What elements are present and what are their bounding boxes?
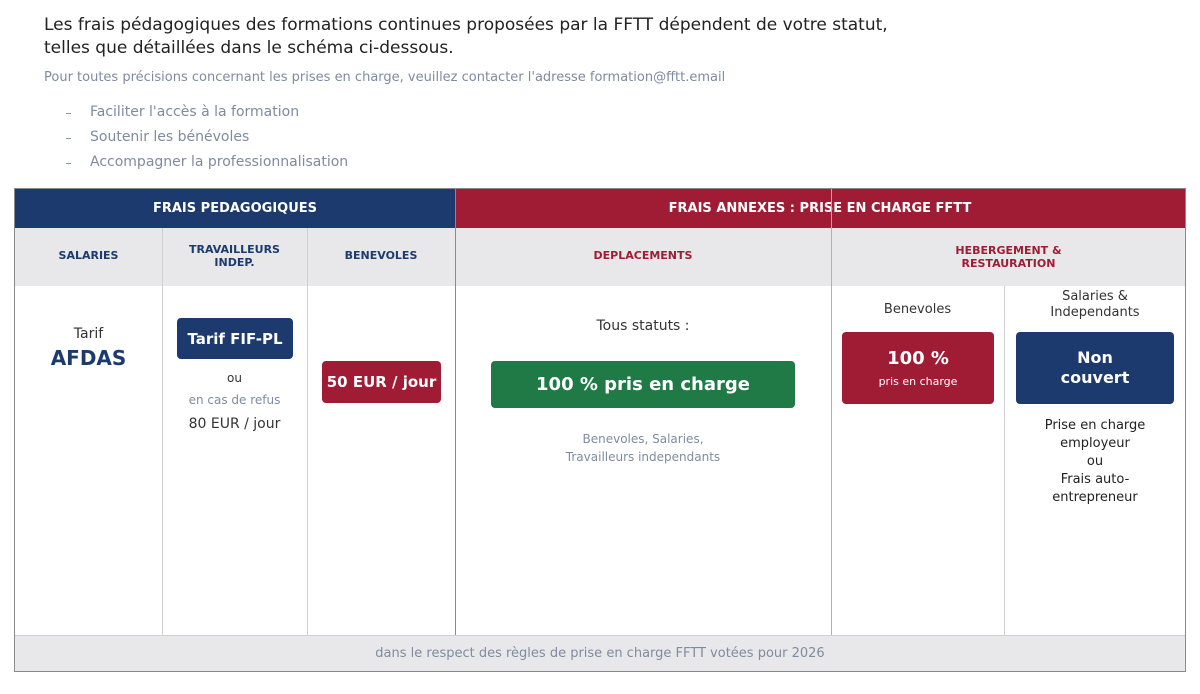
badge: Non couvert [1016,332,1174,404]
salaries-value: AFDAS [50,346,127,370]
column-header-line: BENEVOLES [344,249,418,262]
salaries-label: Tarif [73,326,104,342]
intro-note: Pour toutes précisions concernant les pr… [44,70,726,85]
list-item: Soutenir les bénévoles [90,129,250,145]
label-line: Independants [1050,305,1140,320]
subheader-row [15,228,1185,286]
divider [162,228,163,635]
badge-note: pris en charge [878,375,958,388]
column-header: TRAVAILLEURS INDEP. [162,243,307,269]
badge: Tarif FIF-PL [177,318,293,359]
column-header: BENEVOLES [307,249,455,262]
badge-text: couvert [1060,368,1130,387]
label: Salaries & Independants [1004,289,1186,321]
badge: 100 % pris en charge [842,332,994,404]
list-marker [66,163,71,164]
divider [455,189,456,635]
note-line: employeur [1060,436,1130,451]
price: 80 EUR / jour [188,416,281,432]
intro-line: telles que détaillées dans le schéma ci-… [44,38,454,58]
divider [831,189,832,635]
list-marker [66,113,71,114]
header-pedagogiques: FRAIS PEDAGOGIQUES [15,189,455,228]
intro: Les frais pédagogiques des formations co… [44,14,888,60]
label: Benevoles [883,302,952,317]
deplacements-label: Tous statuts : [596,318,690,334]
badge-text: Non [1077,348,1113,367]
note: en cas de refus [188,393,281,407]
column-header: DEPLACEMENTS [455,249,831,262]
or: ou [227,371,242,385]
note-line: ou [1086,454,1104,469]
header-annexes: FRAIS ANNEXES : PRISE EN CHARGE FFTT [455,189,1185,228]
note-line: Benevoles, Salaries, [582,432,704,446]
column-header-line: RESTAURATION [961,257,1056,270]
list-marker [66,138,71,139]
table [14,188,1186,672]
note-line: entrepreneur [1052,490,1138,505]
column-header-line: DEPLACEMENTS [593,249,693,262]
column-header-line: HEBERGEMENT & [955,244,1062,257]
column-header-line: TRAVAILLEURS [189,243,280,256]
note-line: Travailleurs independants [565,450,721,464]
badge: 50 EUR / jour [322,361,441,403]
note: Benevoles, Salaries, Travailleurs indepen… [455,430,831,466]
badge: 100 % pris en charge [491,361,795,408]
column-header: SALARIES [15,249,162,262]
note: Prise en charge employeur ou Frais auto-ent… [1004,417,1186,507]
list-item: Faciliter l'accès à la formation [90,104,300,120]
note-line: Frais auto- [1060,472,1130,487]
badge-text: 100 % [887,348,949,369]
note-line: Prise en charge [1044,418,1146,433]
column-header-line: INDEP. [214,256,255,269]
label-line: Salaries & [1062,289,1128,304]
intro-line: Les frais pédagogiques des formations co… [44,15,888,35]
divider [1004,286,1005,635]
column-header: HEBERGEMENT & RESTAURATION [831,244,1186,270]
list-item: Accompagner la professionnalisation [90,154,349,170]
column-header-line: SALARIES [58,249,119,262]
footer: dans le respect des règles de prise en c… [15,635,1185,671]
divider [307,228,308,635]
